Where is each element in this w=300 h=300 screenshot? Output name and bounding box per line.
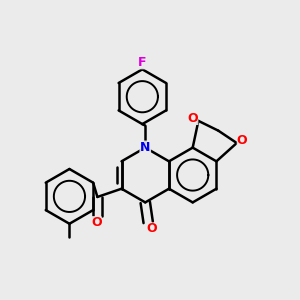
Text: F: F	[138, 56, 147, 69]
Text: O: O	[146, 222, 157, 236]
Text: O: O	[188, 112, 198, 125]
Text: O: O	[91, 216, 101, 229]
Text: O: O	[237, 134, 248, 147]
Text: N: N	[140, 141, 151, 154]
